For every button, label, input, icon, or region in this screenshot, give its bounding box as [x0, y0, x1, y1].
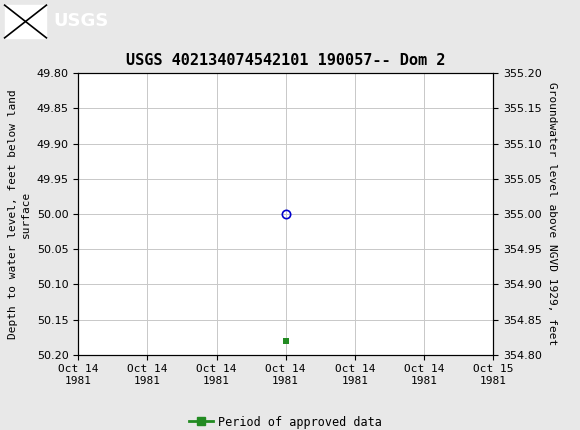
Bar: [5, 5, 46, 38]
Y-axis label: Depth to water level, feet below land
surface: Depth to water level, feet below land su…: [8, 89, 31, 339]
Text: USGS: USGS: [53, 12, 108, 31]
Title: USGS 402134074542101 190057-- Dom 2: USGS 402134074542101 190057-- Dom 2: [126, 53, 445, 68]
Y-axis label: Groundwater level above NGVD 1929, feet: Groundwater level above NGVD 1929, feet: [547, 82, 557, 346]
Legend: Period of approved data: Period of approved data: [184, 411, 387, 430]
